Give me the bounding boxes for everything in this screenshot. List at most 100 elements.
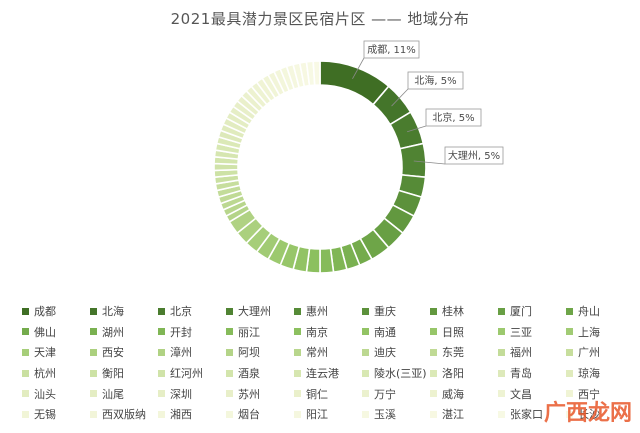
legend-item: 酒泉 (226, 363, 294, 384)
legend-item: 汕头 (22, 383, 90, 404)
legend-item: 无锡 (22, 404, 90, 425)
legend-swatch (158, 369, 165, 377)
legend-item: 苏州 (226, 383, 294, 404)
legend-label: 南通 (374, 325, 396, 339)
legend-swatch (498, 390, 505, 398)
legend-label: 开封 (170, 325, 192, 339)
legend-label: 天津 (34, 346, 56, 360)
legend-item: 阿坝 (226, 342, 294, 363)
donut-callouts: 成都, 11% 北海, 5% 北京, 5% 大理州, 5% (352, 40, 504, 165)
legend-item: 三亚 (498, 322, 566, 343)
donut-slice-长沙 (312, 60, 321, 87)
legend-label: 陵水(三亚) (374, 367, 427, 381)
legend-swatch (226, 390, 233, 398)
legend-item: 湘西 (158, 404, 226, 425)
legend-label: 红河州 (170, 367, 203, 381)
callout-box-北海 (407, 71, 464, 90)
legend-item: 汕尾 (90, 383, 158, 404)
legend-swatch (294, 328, 301, 336)
legend-item: 玉溪 (362, 404, 430, 425)
legend-label: 常州 (306, 346, 328, 360)
legend-label: 成都 (34, 305, 56, 319)
legend-label: 广州 (578, 346, 600, 360)
legend-item: 威海 (430, 383, 498, 404)
legend-label: 汕头 (34, 387, 56, 401)
legend-swatch (430, 410, 437, 418)
legend-item: 桂林 (430, 301, 498, 322)
legend-item: 南通 (362, 322, 430, 343)
donut-slice-大理州 (398, 142, 427, 179)
legend-swatch (566, 328, 573, 336)
watermark: 广西龙网 (543, 401, 632, 426)
legend-item: 东莞 (430, 342, 498, 363)
legend-item: 烟台 (226, 404, 294, 425)
legend-swatch (362, 410, 369, 418)
legend-swatch (226, 369, 233, 377)
legend-label: 湘西 (170, 408, 192, 422)
legend-swatch (90, 307, 97, 315)
legend-label: 湛江 (442, 408, 464, 422)
legend-label: 大理州 (238, 305, 271, 319)
legend-swatch (22, 369, 29, 377)
legend-item: 福州 (498, 342, 566, 363)
legend-swatch (362, 369, 369, 377)
legend-item: 青岛 (498, 363, 566, 384)
callout-box-成都 (363, 40, 420, 59)
legend-label: 阳江 (306, 408, 328, 422)
legend-swatch (158, 307, 165, 315)
legend-label: 琼海 (578, 367, 600, 381)
legend-label: 三亚 (510, 325, 532, 339)
callout-label-成都: 成都, 11% (367, 44, 416, 56)
legend-label: 酒泉 (238, 367, 260, 381)
legend-swatch (498, 410, 505, 418)
legend-label: 万宁 (374, 387, 396, 401)
legend-item: 万宁 (362, 383, 430, 404)
legend-item: 上海 (566, 322, 634, 343)
legend-label: 北海 (102, 305, 124, 319)
legend-item: 漳州 (158, 342, 226, 363)
legend-swatch (566, 307, 573, 315)
legend-swatch (158, 410, 165, 418)
legend-label: 阿坝 (238, 346, 260, 360)
legend-label: 长沙 (578, 408, 600, 422)
callout-box-大理州 (444, 146, 504, 165)
legend-swatch (226, 348, 233, 356)
legend-label: 连云港 (306, 367, 339, 381)
legend-item: 湖州 (90, 322, 158, 343)
legend-label: 北京 (170, 305, 192, 319)
legend-item: 舟山 (566, 301, 634, 322)
legend-label: 汕尾 (102, 387, 124, 401)
callout-label-北海: 北海, 5% (414, 74, 456, 87)
legend-swatch (90, 328, 97, 336)
callout-leader-北海 (391, 88, 409, 107)
legend-item: 阳江 (294, 404, 362, 425)
legend-swatch (22, 328, 29, 336)
legend-label: 东莞 (442, 346, 464, 360)
legend-swatch (498, 369, 505, 377)
legend-swatch (158, 348, 165, 356)
legend-item: 长沙 (566, 404, 634, 425)
legend-swatch (362, 390, 369, 398)
legend-swatch (498, 328, 505, 336)
legend-swatch (158, 390, 165, 398)
callout-box-北京 (425, 108, 482, 127)
legend-item: 文昌 (498, 383, 566, 404)
legend-item: 常州 (294, 342, 362, 363)
legend-label: 西安 (102, 346, 124, 360)
legend-swatch (362, 307, 369, 315)
callout-label-北京: 北京, 5% (432, 111, 474, 124)
legend-item: 洛阳 (430, 363, 498, 384)
callout-leader-北京 (407, 125, 427, 133)
callout-label-大理州: 大理州, 5% (448, 149, 500, 162)
legend-swatch (430, 328, 437, 336)
legend-label: 铜仁 (306, 387, 328, 401)
legend-item: 连云港 (294, 363, 362, 384)
legend-label: 张家口 (510, 408, 543, 422)
legend-label: 迪庆 (374, 346, 396, 360)
legend-label: 湖州 (102, 325, 124, 339)
donut-slice-丽江 (319, 247, 335, 274)
legend-swatch (294, 348, 301, 356)
legend-item: 杭州 (22, 363, 90, 384)
legend-label: 烟台 (238, 408, 260, 422)
legend-swatch (566, 348, 573, 356)
